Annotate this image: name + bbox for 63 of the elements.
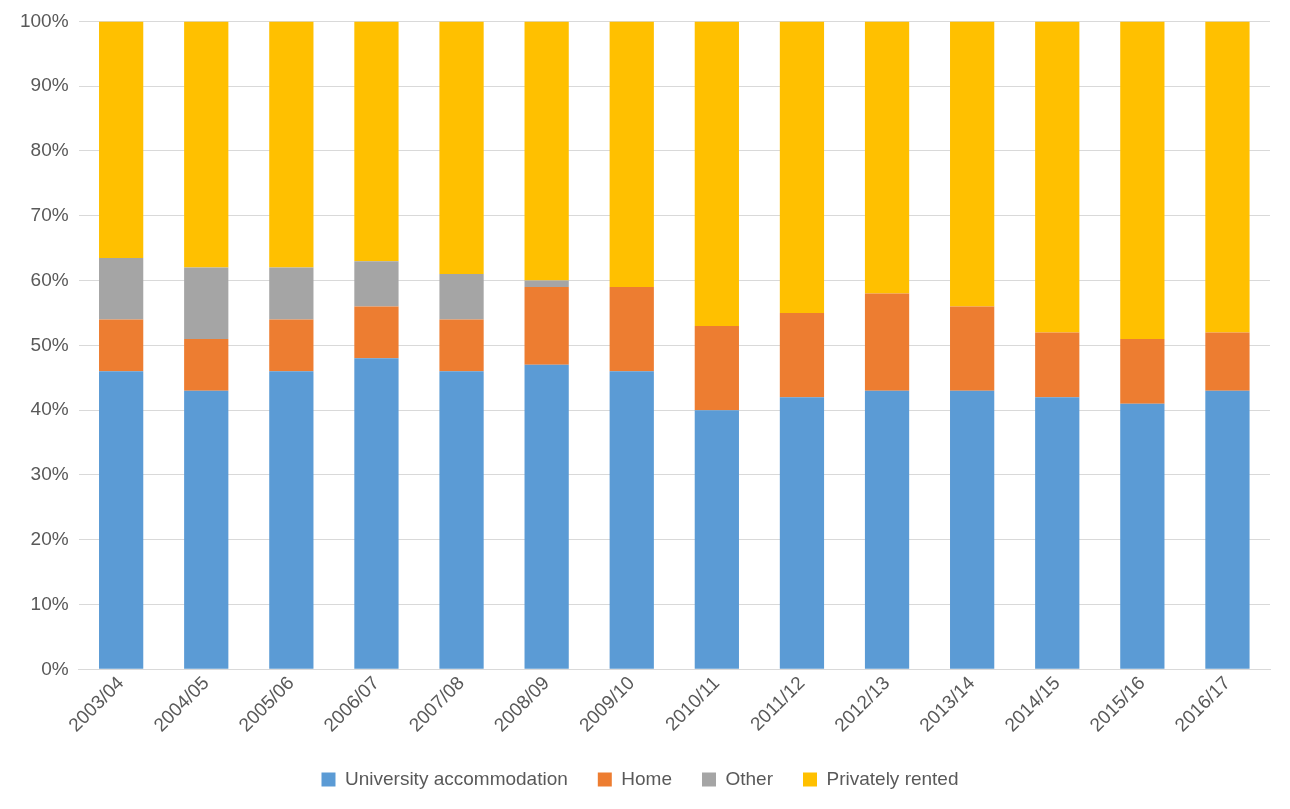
legend-label: Privately rented: [826, 767, 959, 789]
bar: [269, 371, 314, 669]
y-tick-label: 60%: [30, 268, 69, 290]
bar: [99, 257, 144, 320]
bar: [99, 371, 144, 669]
legend-label: University accommodation: [344, 767, 568, 789]
bar: [524, 287, 569, 365]
bar: [184, 21, 229, 268]
bar: [950, 306, 995, 391]
legend-label: Home: [621, 767, 672, 789]
y-tick-label: 0%: [41, 657, 69, 679]
y-tick-label: 80%: [30, 139, 69, 161]
bar: [1205, 390, 1250, 669]
bar: [779, 312, 825, 398]
y-tick-label: 70%: [30, 204, 69, 226]
y-tick-label: 20%: [30, 527, 69, 549]
bar: [439, 21, 484, 275]
bar: [1205, 21, 1250, 333]
bar: [694, 21, 739, 326]
bar: [269, 319, 314, 372]
y-tick-label: 100%: [19, 9, 69, 31]
bar: [524, 280, 569, 288]
bar: [1035, 332, 1080, 398]
bar: [864, 21, 910, 294]
bar: [99, 319, 144, 372]
bar: [864, 390, 910, 669]
bar: [184, 390, 229, 669]
bar: [439, 319, 484, 372]
y-tick-label: 10%: [30, 592, 69, 614]
legend-label: Other: [725, 767, 774, 789]
bar: [1205, 332, 1250, 391]
bar: [694, 410, 739, 669]
y-tick-label: 40%: [30, 398, 69, 420]
bar: [354, 261, 399, 307]
bar: [354, 306, 399, 359]
bar: [524, 364, 569, 669]
bar: [779, 21, 825, 313]
bar: [609, 371, 654, 669]
bar: [269, 267, 314, 320]
bar: [609, 21, 654, 288]
bar: [1120, 403, 1165, 669]
bar: [184, 338, 229, 391]
bar: [439, 274, 484, 320]
bar: [864, 293, 910, 391]
bar: [524, 21, 569, 281]
bar: [1035, 397, 1080, 669]
bar: [1035, 21, 1080, 333]
bar: [354, 21, 399, 262]
bar: [950, 390, 995, 669]
y-tick-label: 30%: [30, 463, 69, 485]
y-tick-label: 90%: [30, 74, 69, 96]
bar: [950, 21, 995, 307]
bar: [99, 21, 144, 258]
bar: [439, 371, 484, 669]
y-tick-label: 50%: [30, 333, 69, 355]
bar: [184, 267, 229, 339]
bar: [269, 21, 314, 268]
bar: [779, 397, 825, 669]
bar: [354, 358, 399, 669]
bar: [609, 287, 654, 372]
bar: [1120, 21, 1165, 339]
bar: [1120, 338, 1165, 404]
bar: [694, 325, 739, 411]
